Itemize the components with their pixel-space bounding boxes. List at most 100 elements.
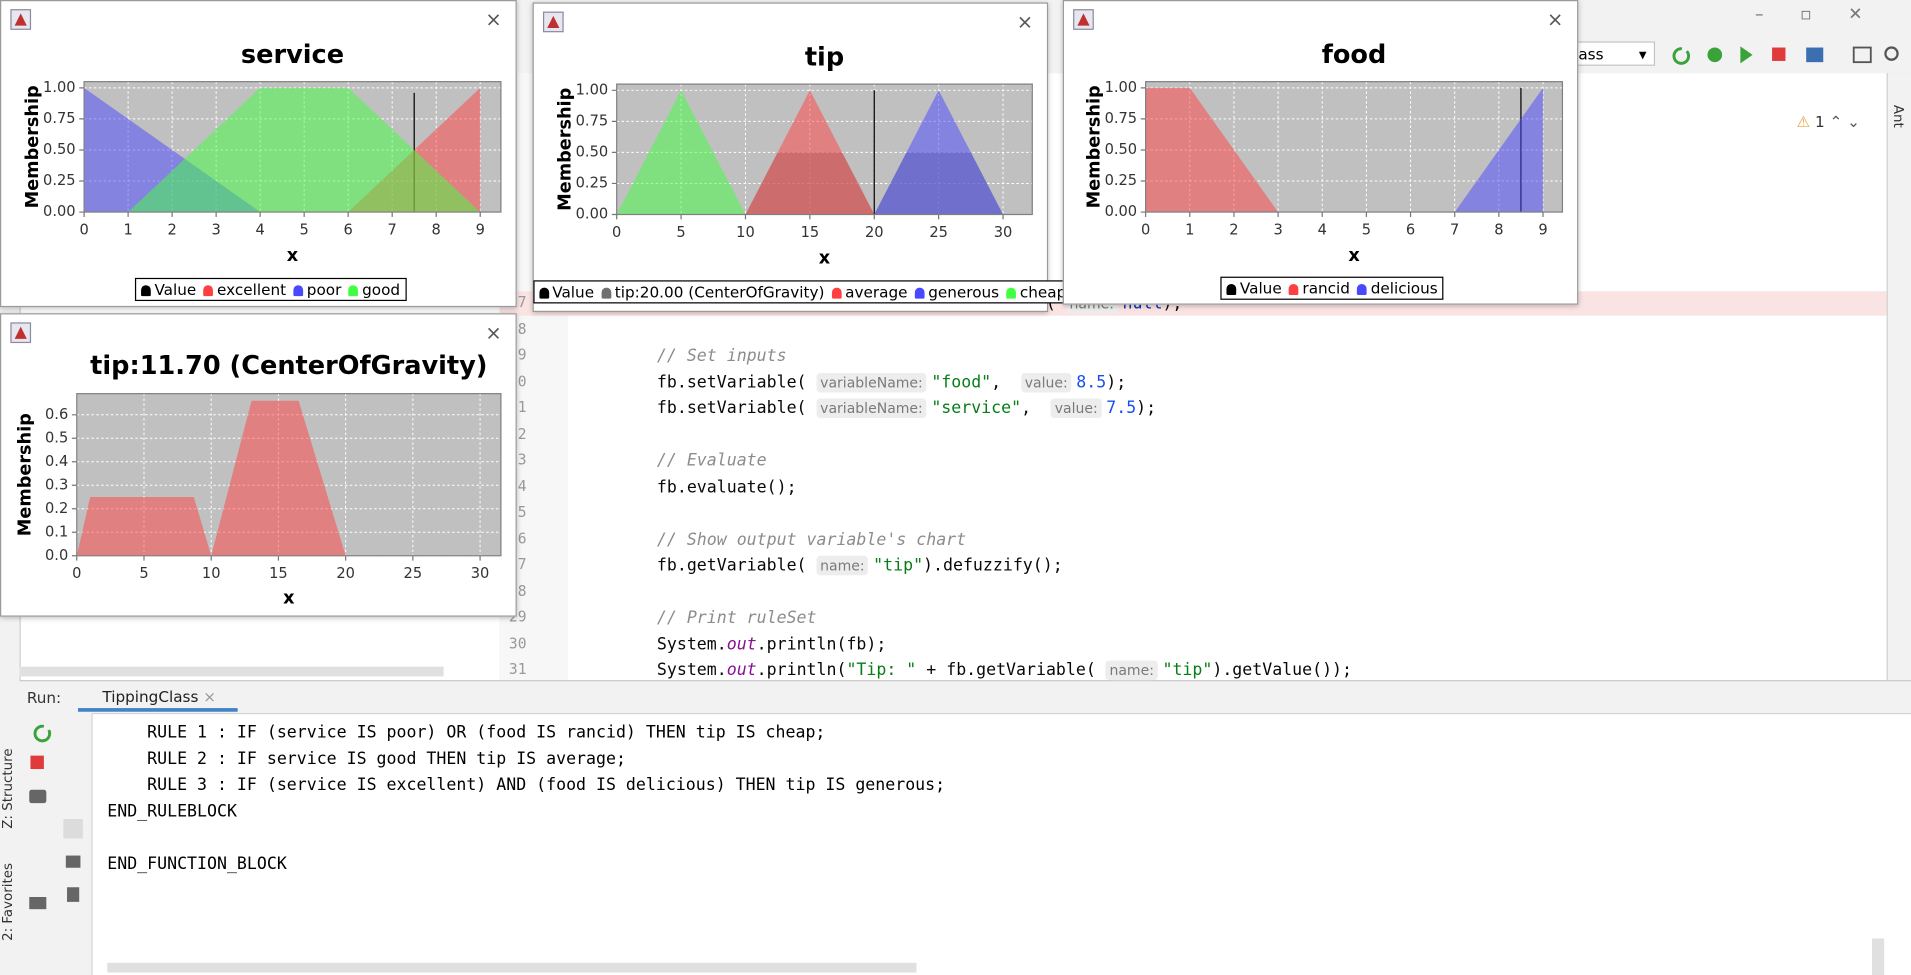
side-tab[interactable]: Ant [1890,104,1907,128]
console-line: RULE 1 : IF (service IS poor) OR (food I… [107,722,826,743]
run-header [19,680,1911,715]
y-tick-label: 0.3 [45,476,68,493]
code-line: fb.evaluate(); [657,475,797,499]
code-token: "food" [931,372,992,392]
x-tick-label: 1 [123,221,132,238]
legend-item: Value [141,280,196,299]
legend-symbol [1357,283,1368,295]
y-tick-label: 1.00 [1105,79,1138,96]
x-tick-label: 15 [269,565,288,582]
code-token: // Set inputs [656,346,787,366]
code-token: ).getValue()); [1212,660,1352,681]
run-label: Run: [26,688,62,707]
dump-button[interactable] [29,789,47,804]
legend-item: Value [1226,279,1282,298]
close-button[interactable]: × [485,8,501,31]
x-tick-label: 2 [1229,221,1238,238]
legend-item: delicious [1357,279,1438,298]
y-tick-label: 0.6 [45,406,68,423]
chart-title: tip [805,43,844,73]
chart: × tip:11.70 (CenterOfGravity) Membership x 0… [10,321,502,608]
stop-icon[interactable] [1772,47,1786,61]
code-token: fb.evaluate(); [656,477,797,497]
rerun-icon[interactable] [1672,47,1691,65]
y-axis-label: Membership [16,413,36,536]
x-tick-label: 20 [336,565,355,582]
debug-icon[interactable] [1707,47,1723,63]
code-token: // Show output variable's chart [656,529,967,550]
legend-label: Value [1239,279,1282,298]
legend-symbol [1226,283,1237,295]
line-number: 30 [508,634,527,652]
console-line: RULE 2 : IF service IS good THEN tip IS … [107,749,626,769]
y-tick-label: 0.2 [45,500,68,517]
scroll-end-button[interactable] [63,819,83,839]
code-token: ); [1136,398,1157,419]
window-controls[interactable]: –▫✕ [1755,4,1900,25]
side-tab[interactable]: Z: Structure [0,748,16,829]
x-axis-label: x [283,588,295,608]
print-button[interactable] [65,855,81,868]
stop-button[interactable] [30,755,44,770]
membership-area [128,87,481,213]
scrollbar [19,666,444,677]
code-token: System. [656,634,727,654]
code-token: + fb.getVariable( [916,660,1106,681]
x-tick-label: 3 [211,221,220,238]
delete-button[interactable] [67,887,80,902]
x-tick-label: 0 [612,224,621,241]
code-token: , [991,372,1022,392]
side-tab[interactable]: 2: Favorites [0,863,16,941]
y-tick-label: 0.75 [576,112,609,129]
run-tab[interactable]: TippingClass × [78,683,238,712]
close-button[interactable]: × [1547,8,1563,31]
right-tool-strip [1886,73,1911,681]
code-token: // Evaluate [656,450,767,471]
legend-symbol [831,287,842,299]
y-tick-label: 0.4 [45,453,68,470]
legend-item: cheap [1006,283,1066,301]
terminal-icon[interactable] [1852,46,1872,64]
code-token: out [726,634,757,654]
code-line: // Show output variable's chart [657,527,966,551]
legend-symbol [203,285,214,297]
x-tick-label: 5 [1362,221,1371,238]
y-tick-label: 0.25 [43,172,76,189]
x-tick-label: 5 [676,224,685,241]
x-tick-label: 6 [1406,221,1415,238]
close-button[interactable]: × [485,321,501,344]
search-icon[interactable] [1884,46,1899,61]
code-token: , [1021,398,1052,419]
membership-area [1454,87,1544,213]
y-tick-label: 0.5 [45,429,68,446]
chart-title: service [241,40,344,70]
y-tick-label: 0.1 [45,523,68,540]
x-tick-label: 25 [929,224,948,241]
legend-label: cheap [1019,282,1067,302]
y-tick-label: 0.50 [576,143,609,160]
chart-window: × tip:11.70 (CenterOfGravity) Membership x 0… [0,313,517,617]
inspection-widget[interactable]: ⚠ 1 ⌃ ⌄ [1796,112,1860,131]
legend: Value excellent poor good [134,277,407,302]
parameter-hint: variableName: [816,372,927,392]
y-tick-label: 0.75 [1105,110,1138,127]
legend-item: generous [914,283,999,301]
x-tick-label: 6 [344,221,353,238]
close-button[interactable]: × [1017,11,1033,34]
code-line: // Set inputs [657,344,787,368]
y-tick-label: 0.50 [43,141,76,158]
legend-symbol [141,285,151,297]
parameter-hint: variableName: [816,398,927,419]
console-scrollbar [107,962,917,973]
y-tick-label: 1.00 [43,79,76,96]
toolbar-icons [1672,46,1899,65]
coverage-icon[interactable] [1740,46,1753,64]
layout-button[interactable] [29,897,47,910]
x-tick-label: 3 [1273,221,1282,238]
legend-label: delicious [1370,279,1438,298]
rerun-button[interactable] [33,724,52,743]
project-icon[interactable] [1806,47,1824,63]
console-vscroll [1872,938,1885,975]
console-line: END_FUNCTION_BLOCK [107,854,287,874]
